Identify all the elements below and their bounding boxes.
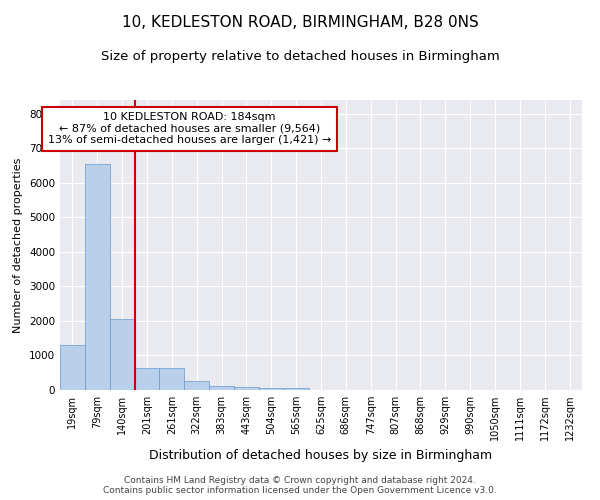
X-axis label: Distribution of detached houses by size in Birmingham: Distribution of detached houses by size … <box>149 448 493 462</box>
Bar <box>60 345 85 390</box>
Bar <box>259 388 284 390</box>
Text: 10 KEDLESTON ROAD: 184sqm
← 87% of detached houses are smaller (9,564)
13% of se: 10 KEDLESTON ROAD: 184sqm ← 87% of detac… <box>47 112 331 146</box>
Bar <box>134 368 160 390</box>
Bar <box>284 388 308 390</box>
Bar <box>110 319 134 390</box>
Bar <box>234 386 259 390</box>
Bar <box>184 382 209 390</box>
Text: 10, KEDLESTON ROAD, BIRMINGHAM, B28 0NS: 10, KEDLESTON ROAD, BIRMINGHAM, B28 0NS <box>122 15 478 30</box>
Bar <box>85 164 110 390</box>
Bar <box>160 368 184 390</box>
Y-axis label: Number of detached properties: Number of detached properties <box>13 158 23 332</box>
Bar <box>209 386 234 390</box>
Text: Contains HM Land Registry data © Crown copyright and database right 2024.
Contai: Contains HM Land Registry data © Crown c… <box>103 476 497 495</box>
Text: Size of property relative to detached houses in Birmingham: Size of property relative to detached ho… <box>101 50 499 63</box>
